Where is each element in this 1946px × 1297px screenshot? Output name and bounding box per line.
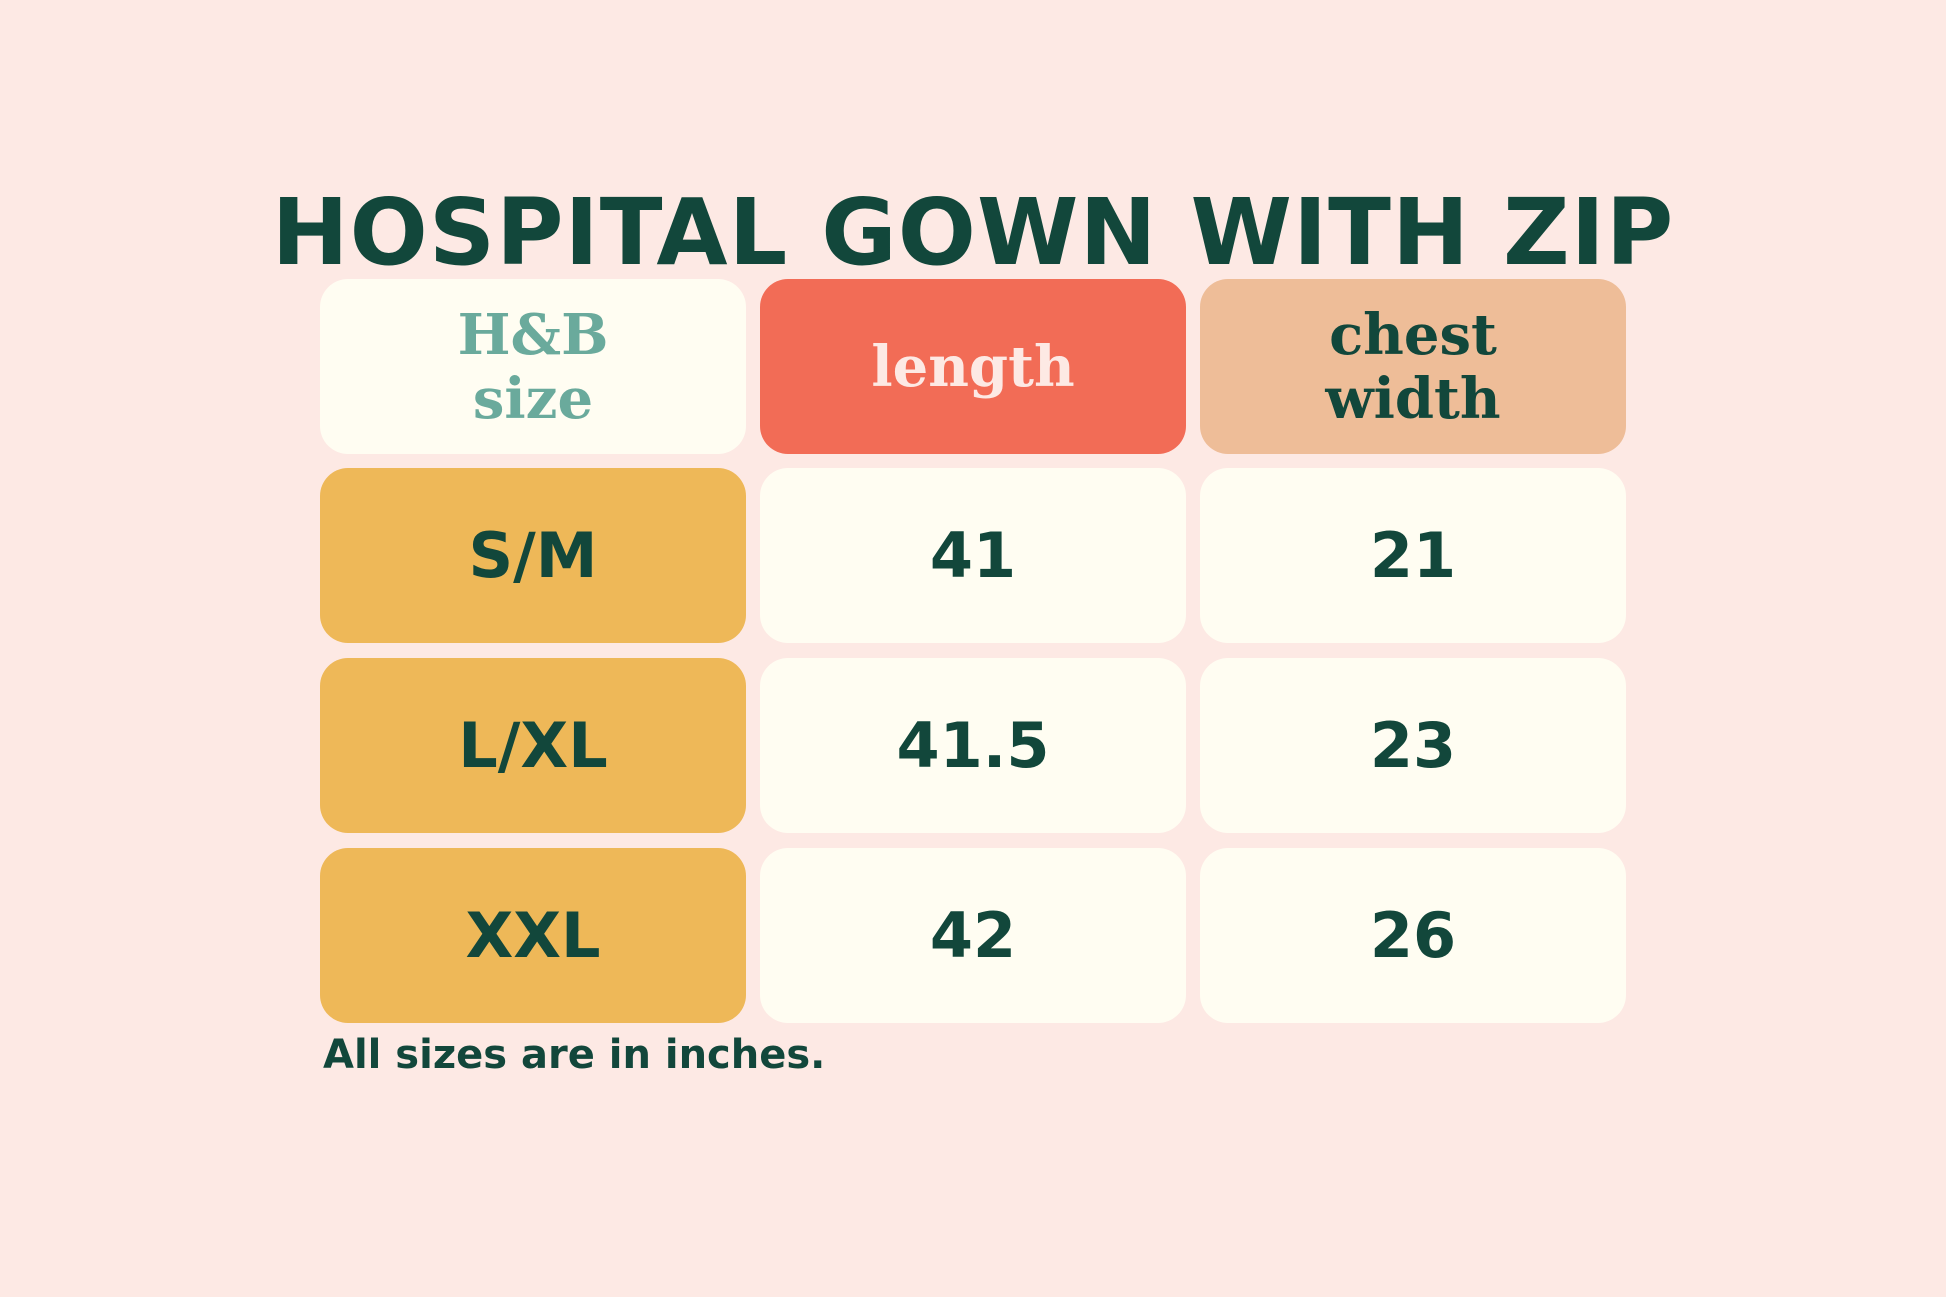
length-value-cell: 41.5 <box>760 658 1186 833</box>
header-chest-width: chest width <box>1200 279 1626 454</box>
header-length-label: length <box>871 333 1075 400</box>
size-label-cell: XXL <box>320 848 746 1023</box>
size-label-cell: S/M <box>320 468 746 643</box>
header-chest-width-line1: chest <box>1329 301 1497 368</box>
chest-width-value-cell: 26 <box>1200 848 1626 1023</box>
size-label-cell: L/XL <box>320 658 746 833</box>
header-hb-size-line2: size <box>472 365 594 432</box>
page-title: HOSPITAL GOWN WITH ZIP <box>271 179 1675 286</box>
header-hb-size-line1: H&B <box>457 301 609 368</box>
units-note: All sizes are in inches. <box>323 1032 826 1078</box>
header-length: length <box>760 279 1186 454</box>
header-chest-width-line2: width <box>1325 365 1501 432</box>
chest-width-value-cell: 23 <box>1200 658 1626 833</box>
length-value-cell: 41 <box>760 468 1186 643</box>
header-hb-size: H&B size <box>320 279 746 454</box>
length-value-cell: 42 <box>760 848 1186 1023</box>
chest-width-value-cell: 21 <box>1200 468 1626 643</box>
